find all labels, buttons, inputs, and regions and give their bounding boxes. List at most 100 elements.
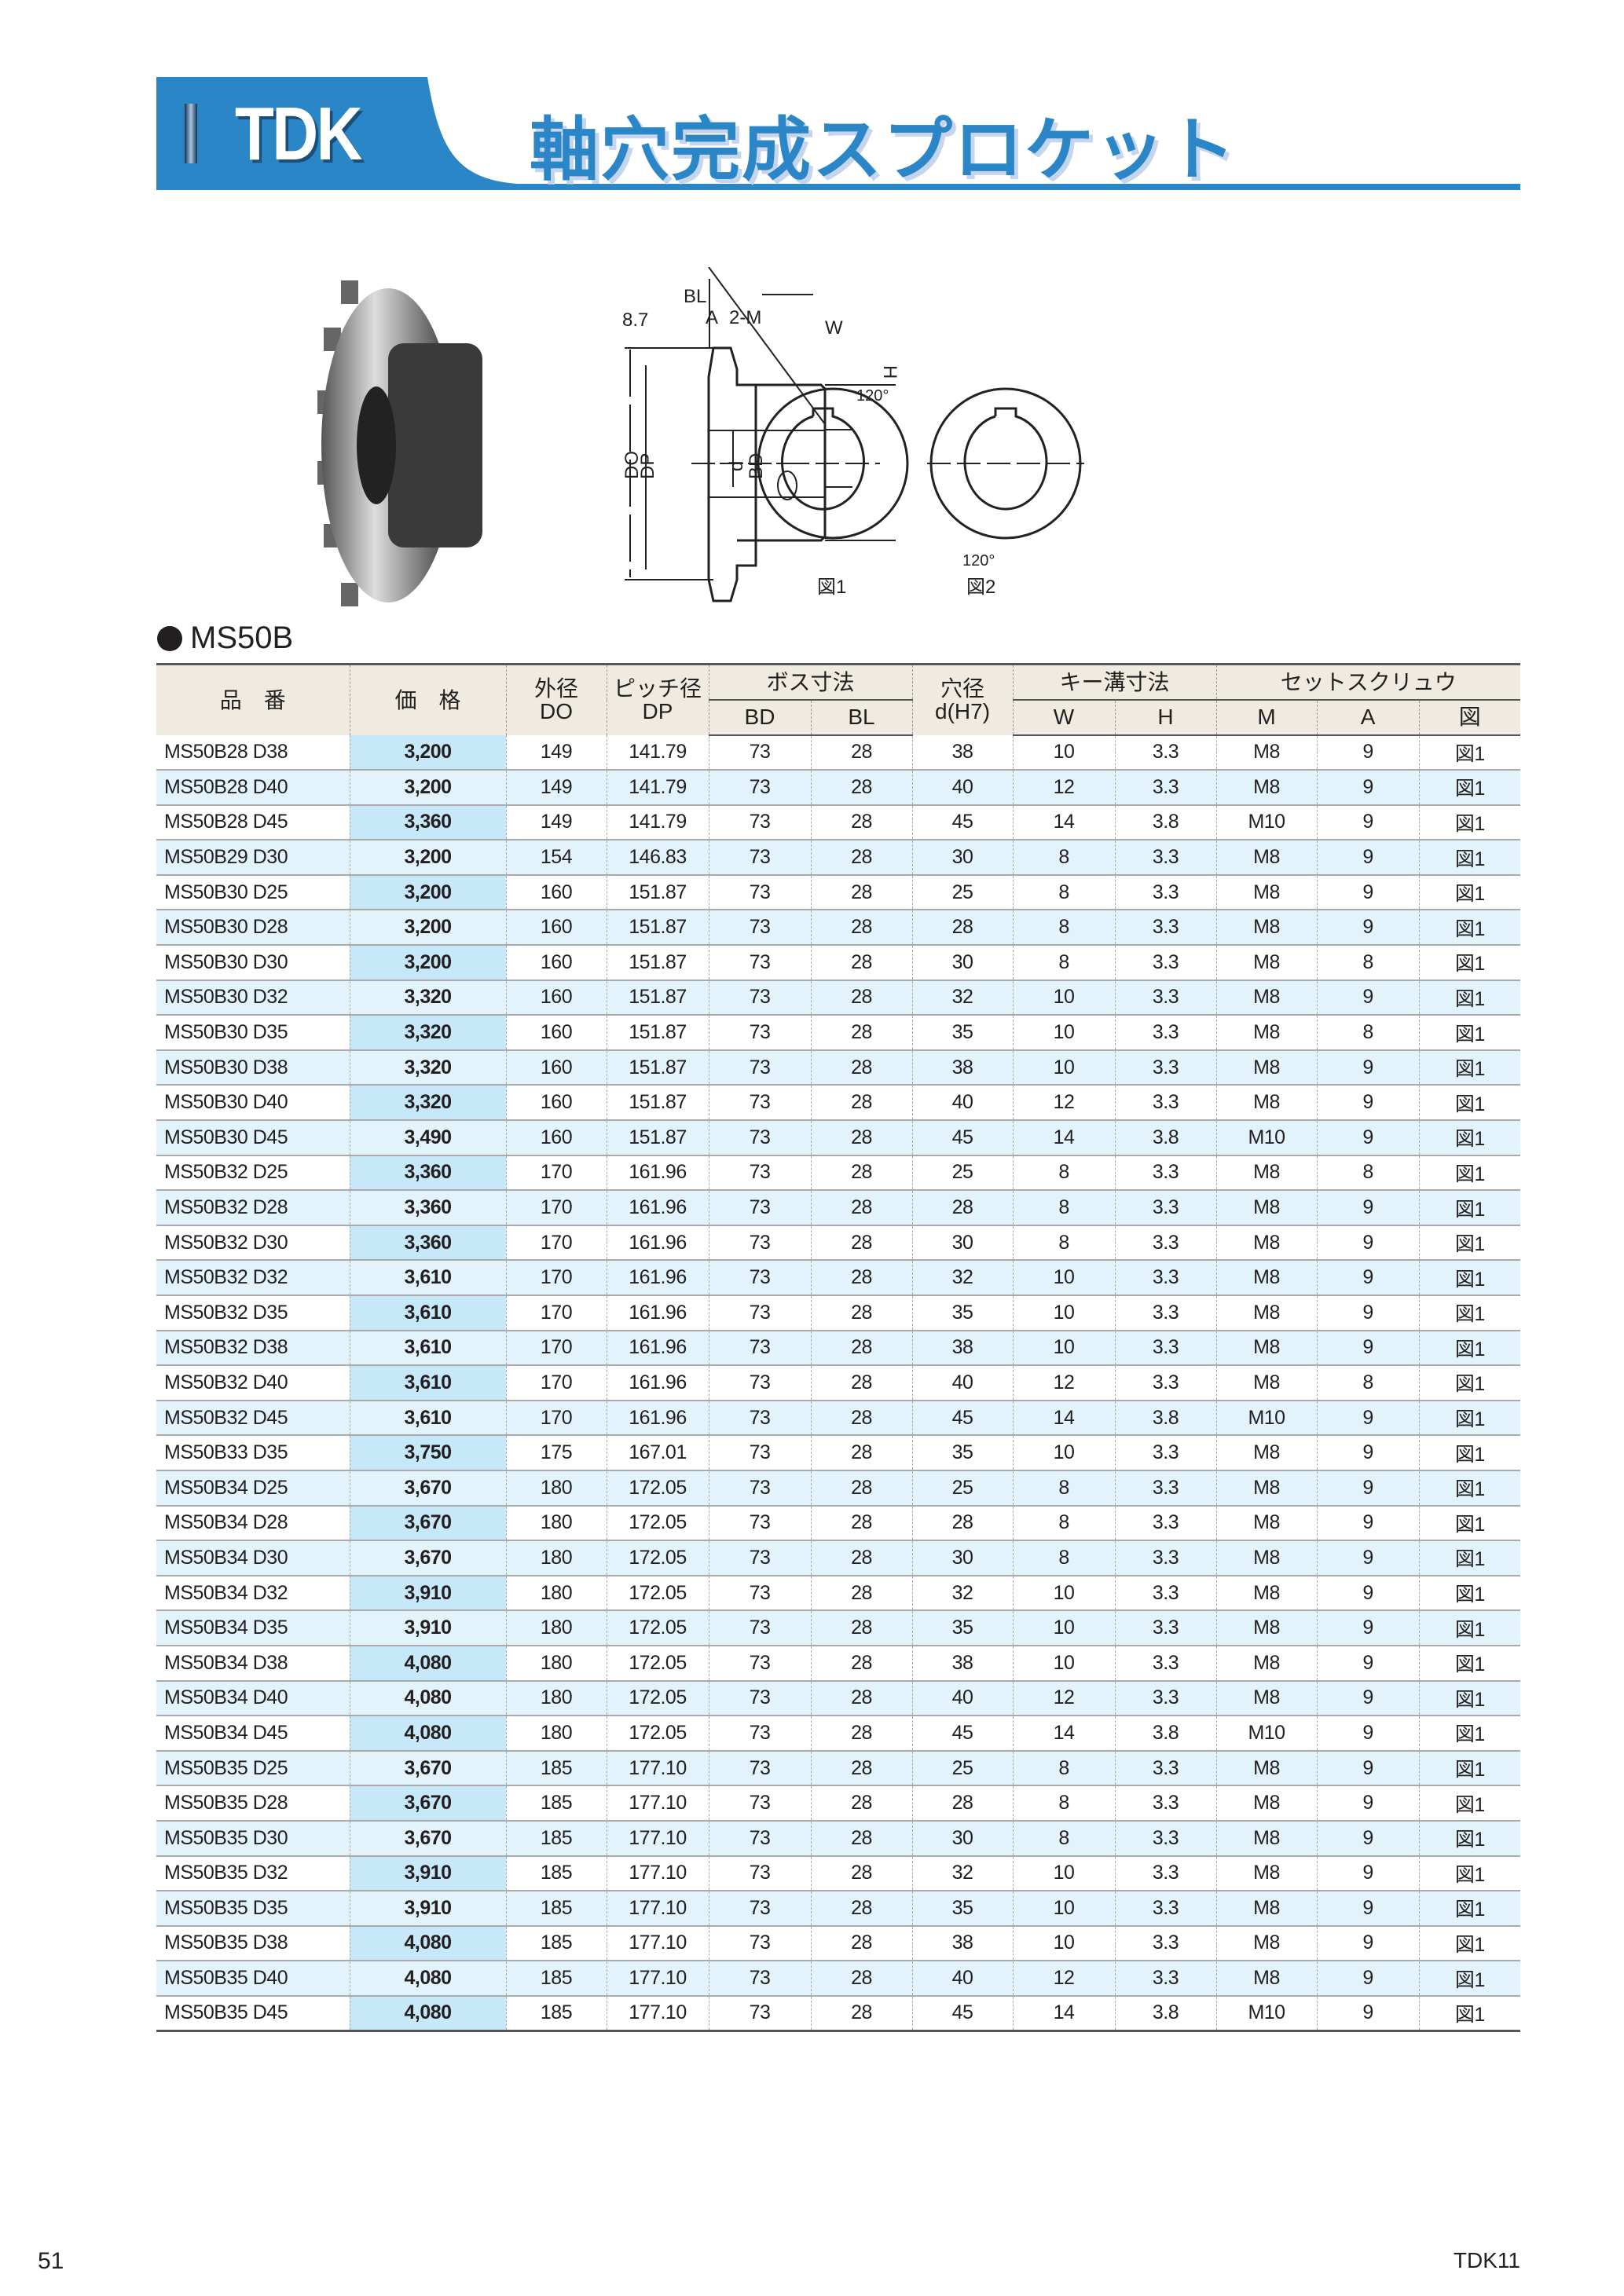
- table-row: MS50B35 D38 4,080 185 177.10 73 28 38 10 3.3 M8 9 図…: [156, 1925, 1521, 1962]
- cell-do: 160: [505, 874, 607, 911]
- cell-part: MS50B32 D30: [156, 1225, 350, 1262]
- cell-fig: 図1: [1418, 945, 1521, 981]
- cell-fig: 図1: [1418, 1575, 1521, 1612]
- cell-part: MS50B33 D35: [156, 1435, 350, 1471]
- cell-fig: 図1: [1418, 1155, 1521, 1192]
- cell-bd: 73: [708, 1190, 811, 1226]
- cell-h: 3.3: [1114, 1049, 1217, 1086]
- cell-bl: 28: [810, 1961, 913, 1997]
- cell-h: 3.3: [1114, 1961, 1217, 1997]
- cell-do: 160: [505, 1015, 607, 1051]
- cell-h: 3.3: [1114, 1470, 1217, 1507]
- table-row: MS50B32 D28 3,360 170 161.96 73 28 28 8 3.3 M8 9 図1: [156, 1190, 1521, 1226]
- cell-h: 3.3: [1114, 1155, 1217, 1192]
- cell-dp: 172.05: [606, 1716, 709, 1752]
- table-row: MS50B34 D45 4,080 180 172.05 73 28 45 14 3.8 M10 9…: [156, 1716, 1521, 1752]
- cell-a: 9: [1316, 1820, 1420, 1857]
- cell-bl: 28: [810, 734, 913, 771]
- table-row: MS50B34 D30 3,670 180 172.05 73 28 30 8 3.3 M8 9 図1: [156, 1540, 1521, 1576]
- cell-dp: 161.96: [606, 1400, 709, 1437]
- cell-bl: 28: [810, 1540, 913, 1576]
- cell-bore: 40: [911, 1085, 1014, 1122]
- cell-fig: 図1: [1418, 1855, 1521, 1892]
- cell-w: 10: [1012, 1049, 1116, 1086]
- header-h: H: [1114, 698, 1217, 736]
- table-row: MS50B35 D40 4,080 185 177.10 73 28 40 12 3.3 M8 9 図…: [156, 1961, 1521, 1997]
- cell-h: 3.3: [1114, 1505, 1217, 1542]
- cell-h: 3.8: [1114, 804, 1217, 841]
- cell-bd: 73: [708, 1015, 811, 1051]
- cell-bore: 35: [911, 1435, 1014, 1471]
- cell-m: M8: [1215, 1820, 1318, 1857]
- cell-m: M8: [1215, 1785, 1318, 1822]
- cell-part: MS50B34 D38: [156, 1645, 350, 1682]
- cell-price: 3,320: [349, 980, 506, 1016]
- table-row: MS50B32 D38 3,610 170 161.96 73 28 38 10 3.3 M8 9 図…: [156, 1330, 1521, 1367]
- cell-bd: 73: [708, 1925, 811, 1962]
- dim-w: W: [825, 317, 843, 339]
- cell-fig: 図1: [1418, 1015, 1521, 1051]
- cell-do: 185: [505, 1925, 607, 1962]
- cell-bore: 30: [911, 840, 1014, 876]
- cell-fig: 図1: [1418, 1995, 1521, 2032]
- cell-bl: 28: [810, 1260, 913, 1296]
- cell-dp: 146.83: [606, 840, 709, 876]
- cell-part: MS50B35 D25: [156, 1750, 350, 1787]
- cell-part: MS50B30 D30: [156, 945, 350, 981]
- cell-price: 4,080: [349, 1716, 506, 1752]
- table-row: MS50B30 D30 3,200 160 151.87 73 28 30 8 3.3 M8 8 図1: [156, 945, 1521, 981]
- dimension-diagram: 8.7 BL A 2-M DO DP d BD W H 120° 120° 図1…: [621, 267, 1084, 602]
- cell-m: M8: [1215, 840, 1318, 876]
- table-row: MS50B34 D32 3,910 180 172.05 73 28 32 10 3.3 M8 9 図…: [156, 1575, 1521, 1612]
- cell-part: MS50B34 D32: [156, 1575, 350, 1612]
- cell-bore: 45: [911, 1716, 1014, 1752]
- cell-dp: 177.10: [606, 1891, 709, 1927]
- cell-part: MS50B32 D38: [156, 1330, 350, 1367]
- cell-h: 3.3: [1114, 1365, 1217, 1401]
- header-do: 外径 DO: [505, 663, 607, 735]
- cell-a: 9: [1316, 1995, 1420, 2032]
- cell-bore: 28: [911, 1190, 1014, 1226]
- cell-w: 14: [1012, 1716, 1116, 1752]
- cell-m: M10: [1215, 1400, 1318, 1437]
- cell-bd: 73: [708, 1400, 811, 1437]
- cell-m: M8: [1215, 1575, 1318, 1612]
- cell-bore: 38: [911, 1925, 1014, 1962]
- cell-h: 3.3: [1114, 1435, 1217, 1471]
- cell-bl: 28: [810, 1575, 913, 1612]
- cell-dp: 172.05: [606, 1610, 709, 1646]
- cell-w: 8: [1012, 1225, 1116, 1262]
- cell-bl: 28: [810, 945, 913, 981]
- cell-price: 3,200: [349, 770, 506, 806]
- cell-dp: 177.10: [606, 1785, 709, 1822]
- cell-part: MS50B34 D28: [156, 1505, 350, 1542]
- cell-price: 3,610: [349, 1295, 506, 1331]
- cell-dp: 151.87: [606, 1085, 709, 1122]
- cell-part: MS50B32 D28: [156, 1190, 350, 1226]
- cell-bore: 32: [911, 1575, 1014, 1612]
- cell-w: 10: [1012, 1855, 1116, 1892]
- cell-dp: 141.79: [606, 770, 709, 806]
- cell-fig: 図1: [1418, 910, 1521, 947]
- cell-a: 8: [1316, 1365, 1420, 1401]
- cell-a: 9: [1316, 1470, 1420, 1507]
- cell-do: 160: [505, 1049, 607, 1086]
- cell-part: MS50B35 D28: [156, 1785, 350, 1822]
- cell-m: M10: [1215, 804, 1318, 841]
- table-row: MS50B30 D35 3,320 160 151.87 73 28 35 10 3.3 M8 8 図…: [156, 1015, 1521, 1051]
- cell-h: 3.3: [1114, 1015, 1217, 1051]
- cell-bd: 73: [708, 1085, 811, 1122]
- cell-bore: 45: [911, 1120, 1014, 1156]
- cell-w: 8: [1012, 840, 1116, 876]
- cell-part: MS50B35 D35: [156, 1891, 350, 1927]
- cell-bl: 28: [810, 1750, 913, 1787]
- cell-bd: 73: [708, 840, 811, 876]
- title-banner: TDK 軸穴完成スプロケット: [156, 77, 1520, 190]
- cell-dp: 151.87: [606, 910, 709, 947]
- table-row: MS50B35 D25 3,670 185 177.10 73 28 25 8 3.3 M8 9 図1: [156, 1750, 1521, 1787]
- cell-do: 170: [505, 1295, 607, 1331]
- cell-price: 3,610: [349, 1330, 506, 1367]
- cell-a: 9: [1316, 1225, 1420, 1262]
- cell-bd: 73: [708, 1470, 811, 1507]
- cell-price: 3,320: [349, 1049, 506, 1086]
